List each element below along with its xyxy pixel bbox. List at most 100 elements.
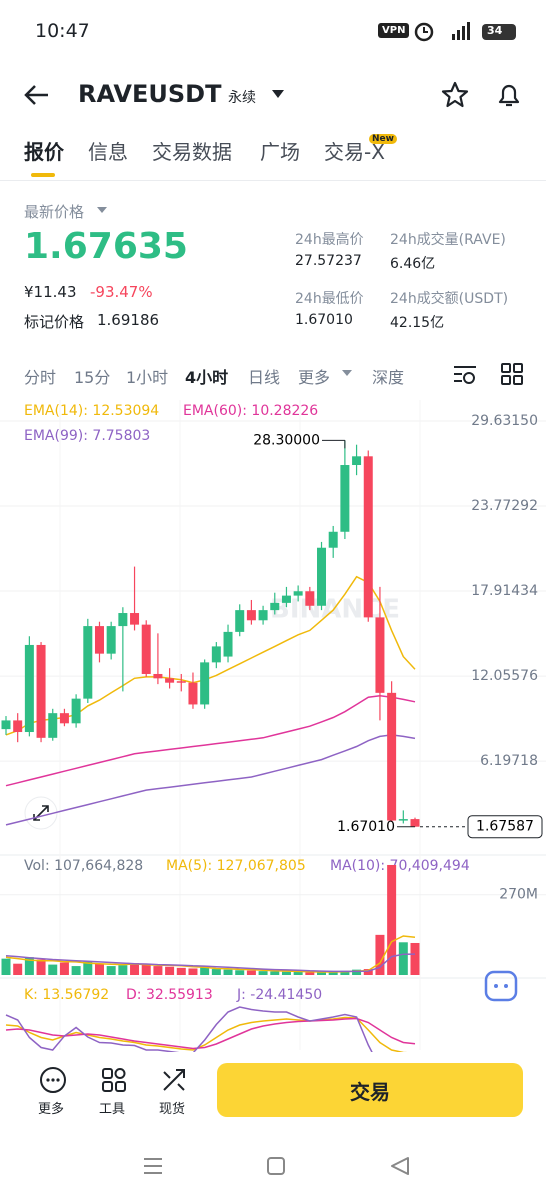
volume-bar bbox=[1, 958, 11, 975]
candle-body bbox=[398, 819, 408, 821]
volume-bar bbox=[36, 959, 46, 975]
stat-label: 24h成交额(USDT) bbox=[390, 291, 509, 307]
stat-label: 24h最高价 bbox=[295, 232, 364, 248]
interval-tab[interactable]: 分时 bbox=[24, 368, 57, 387]
stat-value: 6.46亿 bbox=[390, 256, 436, 272]
volume-bar bbox=[293, 972, 303, 975]
candle-body bbox=[153, 673, 163, 679]
candle-body bbox=[71, 698, 81, 724]
candle-body bbox=[246, 610, 256, 621]
volume-bar bbox=[165, 966, 175, 975]
kdj-legend: K: 13.56792 bbox=[24, 987, 109, 1003]
volume-bar bbox=[317, 972, 327, 975]
symbol-dropdown[interactable] bbox=[270, 88, 286, 100]
assistant-button[interactable] bbox=[482, 966, 522, 1006]
kline-chart[interactable]: BINANCE 29.6315023.7729217.9143412.05576… bbox=[0, 395, 546, 1055]
volume-bar bbox=[246, 970, 256, 975]
candle-body bbox=[281, 595, 291, 603]
notification-button[interactable] bbox=[494, 80, 524, 110]
volume-ma-line bbox=[5, 953, 416, 973]
cny-price: ¥11.43 bbox=[24, 283, 77, 301]
interval-tab[interactable]: 15分 bbox=[74, 368, 111, 387]
tab[interactable]: 交易数据 bbox=[152, 140, 232, 164]
volume-legend: Vol: 107,664,828 bbox=[24, 858, 143, 874]
price-change: -93.47% bbox=[90, 283, 153, 301]
interval-tab[interactable]: 更多 bbox=[298, 368, 331, 387]
interval-tab[interactable]: 1小时 bbox=[126, 368, 169, 387]
volume-bar bbox=[235, 970, 245, 975]
interval-tab[interactable]: 日线 bbox=[248, 368, 281, 387]
volume-bar bbox=[59, 962, 69, 975]
stat-value: 1.67010 bbox=[295, 312, 353, 328]
candle-body bbox=[13, 720, 23, 733]
candle-body bbox=[1, 720, 11, 730]
tab-indicator bbox=[31, 173, 55, 177]
spot-icon[interactable] bbox=[160, 1066, 188, 1094]
candle-body bbox=[363, 456, 373, 618]
kdj-legend: J: -24.41450 bbox=[236, 987, 322, 1003]
trade-button[interactable]: 交易 bbox=[217, 1063, 523, 1117]
candle-body bbox=[94, 626, 104, 654]
tab[interactable]: 广场 bbox=[260, 140, 300, 164]
more-icon[interactable] bbox=[38, 1066, 68, 1094]
kdj-lines bbox=[5, 1006, 416, 1052]
candle-body bbox=[48, 713, 58, 738]
y-tick-label: 17.91434 bbox=[471, 583, 538, 599]
expand-button[interactable] bbox=[24, 796, 58, 830]
candle-body bbox=[188, 682, 198, 705]
volume-bar bbox=[118, 965, 128, 975]
volume-bar bbox=[352, 969, 362, 975]
action-label[interactable]: 现货 bbox=[159, 1102, 186, 1117]
ema-legend: EMA(60): 10.28226 bbox=[183, 403, 318, 419]
divider bbox=[0, 180, 546, 181]
volume-bar bbox=[281, 971, 291, 975]
new-badge: New bbox=[369, 134, 397, 144]
volume-bar bbox=[188, 968, 198, 975]
tools-icon[interactable] bbox=[100, 1066, 128, 1094]
symbol[interactable]: RAVEUSDT bbox=[78, 80, 222, 108]
interval-tab[interactable]: 4小时 bbox=[185, 368, 229, 387]
candle-body bbox=[387, 692, 397, 821]
candle-body bbox=[293, 591, 303, 596]
kdj-line bbox=[5, 1006, 373, 1052]
action-label[interactable]: 更多 bbox=[38, 1102, 65, 1117]
volume-bar bbox=[141, 964, 151, 975]
volume-bar bbox=[94, 963, 104, 975]
candle-body bbox=[410, 819, 420, 827]
back-button[interactable] bbox=[22, 82, 52, 108]
volume-bar bbox=[223, 969, 233, 975]
volume-bar bbox=[13, 963, 23, 975]
volume-bar bbox=[48, 964, 58, 975]
tab[interactable]: 信息 bbox=[88, 140, 128, 164]
y-tick-label: 6.19718 bbox=[480, 753, 538, 769]
tab[interactable]: 交易-X bbox=[324, 140, 385, 164]
indicator-settings[interactable] bbox=[452, 362, 478, 386]
favorite-button[interactable] bbox=[440, 80, 470, 110]
more-dropdown bbox=[342, 370, 352, 376]
tab[interactable]: 报价 bbox=[24, 140, 64, 164]
stat-label: 24h最低价 bbox=[295, 291, 364, 307]
volume-bar bbox=[71, 966, 81, 975]
candle-body bbox=[305, 591, 315, 606]
stat-label: 24h成交量(RAVE) bbox=[390, 232, 506, 248]
volume-bar bbox=[410, 942, 420, 975]
y-tick-label: 29.63150 bbox=[471, 413, 538, 429]
volume-bar bbox=[153, 966, 163, 975]
volume-bar bbox=[270, 971, 280, 975]
y-tick-label: 12.05576 bbox=[471, 668, 538, 684]
interval-tab[interactable]: 深度 bbox=[372, 368, 405, 387]
volume-bar bbox=[200, 967, 210, 975]
battery-level: 34 bbox=[487, 24, 503, 37]
candle-body bbox=[106, 626, 116, 654]
candle-body bbox=[258, 610, 268, 621]
layout-button[interactable] bbox=[500, 362, 524, 386]
stat-value: 42.15亿 bbox=[390, 315, 445, 331]
candle-body bbox=[200, 662, 210, 705]
mark-price-label: 标记价格 bbox=[24, 313, 85, 331]
candle-body bbox=[223, 631, 233, 657]
volume-bar bbox=[176, 967, 186, 975]
kdj-legend: D: 32.55913 bbox=[126, 987, 213, 1003]
candle-body bbox=[375, 617, 385, 693]
price-dropdown bbox=[97, 207, 107, 213]
action-label[interactable]: 工具 bbox=[99, 1102, 126, 1117]
